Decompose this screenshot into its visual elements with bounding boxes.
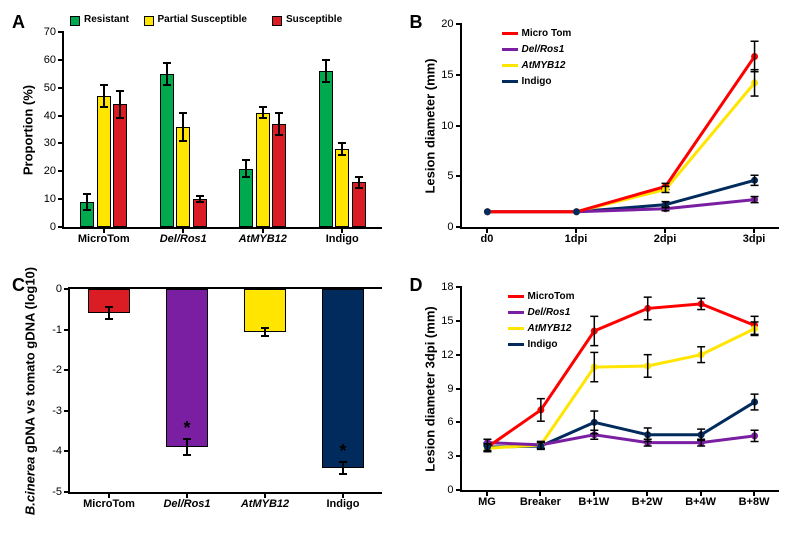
panel-b-ylabel: Lesion diameter (mm) xyxy=(422,58,437,193)
panel-a-label: A xyxy=(12,12,25,33)
panel-b-label: B xyxy=(410,12,423,33)
panel-d-ylabel: Lesion diameter 3dpi (mm) xyxy=(422,306,437,471)
panel-d: D Lesion diameter 3dpi (mm) 0369121518MG… xyxy=(408,273,788,524)
panel-b-plot: Lesion diameter (mm) 05101520d01dpi2dpi3… xyxy=(460,24,780,229)
panel-a: A Proportion (%) 010203040506070Resistan… xyxy=(10,10,390,261)
panel-c-label: C xyxy=(12,275,25,296)
panel-c-plot: B.cinerea gDNA vs tomato gDNA (log10) -5… xyxy=(68,287,382,492)
panel-c: C B.cinerea gDNA vs tomato gDNA (log10) … xyxy=(10,273,390,524)
panel-b-lines xyxy=(462,24,780,227)
panel-d-label: D xyxy=(410,275,423,296)
panel-d-lines xyxy=(462,287,780,490)
panel-b: B Lesion diameter (mm) 05101520d01dpi2dp… xyxy=(408,10,788,261)
panel-a-plot: Proportion (%) 010203040506070ResistantP… xyxy=(62,32,382,229)
panel-c-ylabel: B.cinerea gDNA vs tomato gDNA (log10) xyxy=(23,266,38,514)
panel-d-plot: Lesion diameter 3dpi (mm) 0369121518MGBr… xyxy=(460,287,780,492)
panel-a-ylabel: Proportion (%) xyxy=(21,84,36,174)
figure-grid: A Proportion (%) 010203040506070Resistan… xyxy=(10,10,787,524)
